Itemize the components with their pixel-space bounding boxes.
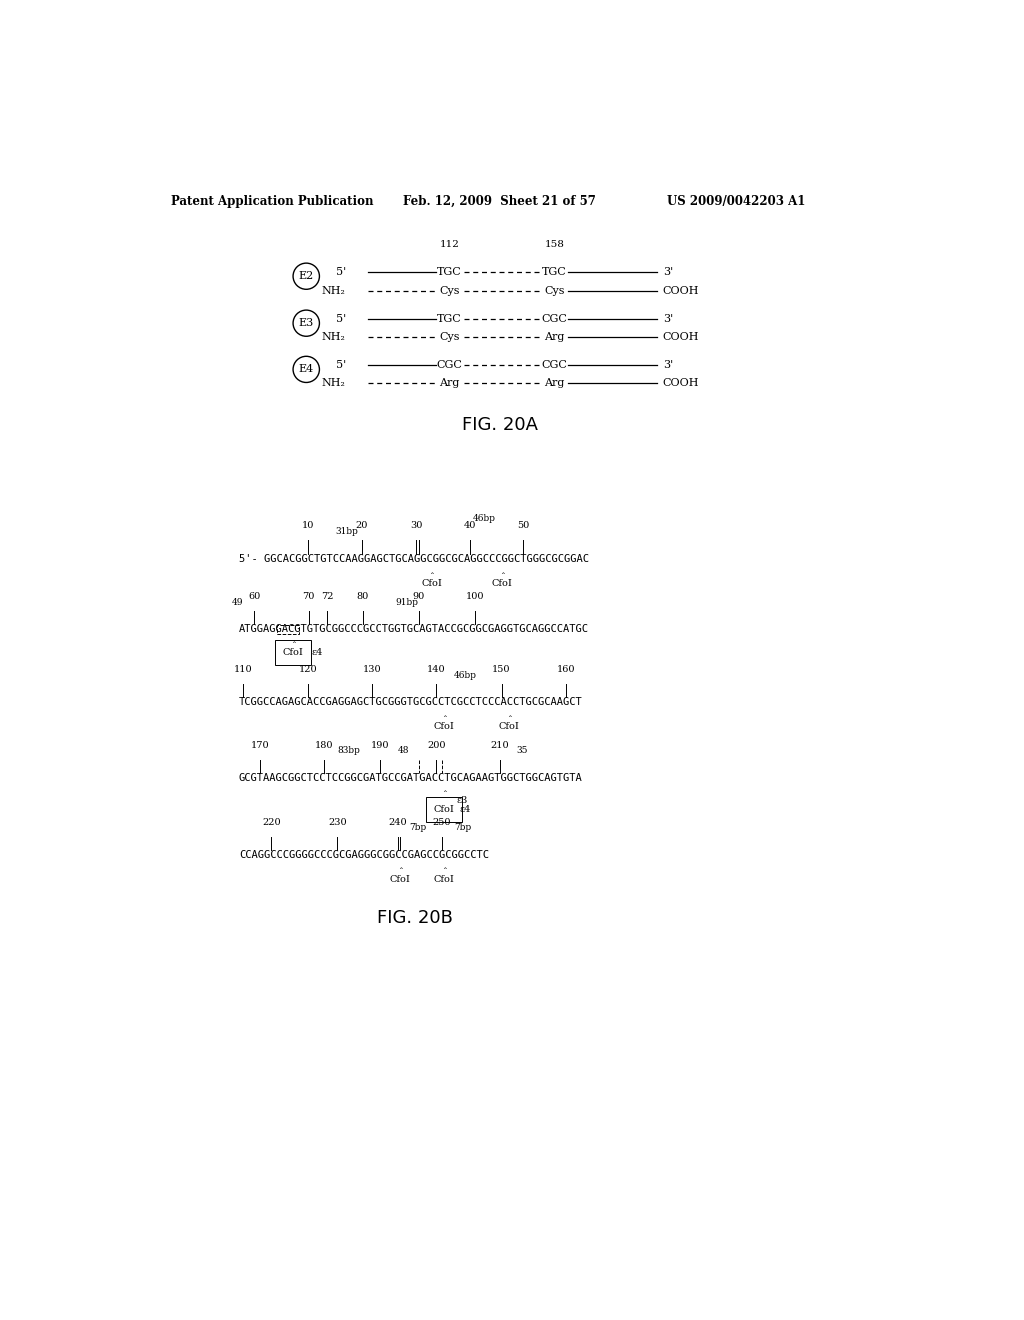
- Text: CfoI: CfoI: [499, 722, 520, 731]
- Text: 20: 20: [356, 521, 369, 531]
- Text: 190: 190: [371, 741, 389, 750]
- Text: Cys: Cys: [439, 286, 460, 296]
- Text: E2: E2: [299, 271, 314, 281]
- Text: 3': 3': [663, 268, 673, 277]
- Text: 100: 100: [466, 593, 484, 601]
- Text: 200: 200: [427, 741, 445, 750]
- Text: 5'- GGCACGGCTGTCCAAGGAGCTGCAGGCGGCGCAGGCCCGGCTGGGCGCGGAC: 5'- GGCACGGCTGTCCAAGGAGCTGCAGGCGGCGCAGGC…: [239, 554, 589, 564]
- Text: 7bp: 7bp: [455, 824, 471, 832]
- Text: 130: 130: [362, 665, 381, 675]
- Text: E3: E3: [299, 318, 314, 329]
- Text: CfoI: CfoI: [434, 805, 455, 814]
- Bar: [276, 626, 299, 635]
- Text: 7bp: 7bp: [410, 824, 426, 832]
- Text: 80: 80: [356, 593, 369, 601]
- Text: 230: 230: [328, 818, 346, 826]
- Text: 170: 170: [251, 741, 269, 750]
- Text: 91bp: 91bp: [395, 598, 419, 607]
- Text: 83bp: 83bp: [338, 746, 360, 755]
- Text: TCGGCCAGAGCACCGAGGAGCTGCGGGTGCGCCTCGCCTCCCACCTGCGCAAGCT: TCGGCCAGAGCACCGAGGAGCTGCGGGTGCGCCTCGCCTC…: [239, 697, 583, 708]
- Text: Cys: Cys: [439, 333, 460, 342]
- Text: CfoI: CfoI: [389, 875, 411, 883]
- Text: 110: 110: [233, 665, 252, 675]
- Text: 46bp: 46bp: [454, 671, 476, 680]
- Text: 5': 5': [336, 268, 346, 277]
- Text: FIG. 20B: FIG. 20B: [377, 909, 453, 927]
- Text: 120: 120: [298, 665, 317, 675]
- Text: COOH: COOH: [663, 379, 699, 388]
- Text: TGC: TGC: [437, 314, 462, 323]
- Text: 140: 140: [427, 665, 445, 675]
- Text: Arg: Arg: [544, 333, 564, 342]
- Text: 70: 70: [302, 593, 314, 601]
- Text: 30: 30: [411, 521, 423, 531]
- Text: Patent Application Publication: Patent Application Publication: [171, 194, 373, 207]
- Text: Arg: Arg: [544, 379, 564, 388]
- Text: GCGTAAGCGGCTCCTCCGGCGATGCCGATGACCTGCAGAAGTGGCTGGCAGTGTA: GCGTAAGCGGCTCCTCCGGCGATGCCGATGACCTGCAGAA…: [239, 774, 583, 783]
- Text: TGC: TGC: [542, 268, 566, 277]
- Text: FIG. 20A: FIG. 20A: [462, 416, 538, 434]
- Text: TGC: TGC: [437, 268, 462, 277]
- Text: 158: 158: [545, 240, 564, 249]
- Text: CGC: CGC: [542, 314, 567, 323]
- Text: 210: 210: [490, 741, 509, 750]
- Text: ˆ: ˆ: [441, 715, 446, 725]
- Text: 10: 10: [302, 521, 314, 531]
- Text: 240: 240: [388, 818, 407, 826]
- Text: 220: 220: [262, 818, 281, 826]
- Text: ˆ: ˆ: [441, 869, 446, 878]
- Text: ε3: ε3: [457, 796, 468, 805]
- Text: ˆ: ˆ: [507, 715, 512, 725]
- Text: CfoI: CfoI: [283, 648, 303, 657]
- Text: 48: 48: [397, 746, 409, 755]
- Text: CfoI: CfoI: [434, 875, 455, 883]
- Text: 90: 90: [413, 593, 425, 601]
- Text: NH₂: NH₂: [322, 333, 346, 342]
- Text: CGC: CGC: [436, 360, 463, 370]
- Text: ε4: ε4: [460, 805, 471, 814]
- Text: Cys: Cys: [544, 286, 564, 296]
- Text: NH₂: NH₂: [322, 286, 346, 296]
- Text: CCAGGCCCGGGGCCCGCGAGGGCGGCCGAGCCGCGGCCTC: CCAGGCCCGGGGCCCGCGAGGGCGGCCGAGCCGCGGCCTC: [239, 850, 488, 859]
- Text: 160: 160: [557, 665, 575, 675]
- Text: 46bp: 46bp: [473, 513, 496, 523]
- Text: E4: E4: [299, 364, 314, 375]
- Text: 31bp: 31bp: [336, 527, 358, 536]
- Text: ε4: ε4: [311, 648, 323, 657]
- Text: 180: 180: [314, 741, 334, 750]
- Text: CGC: CGC: [542, 360, 567, 370]
- Text: ˆ: ˆ: [291, 642, 296, 651]
- Text: US 2009/0042203 A1: US 2009/0042203 A1: [667, 194, 805, 207]
- Text: 3': 3': [663, 360, 673, 370]
- Text: 49: 49: [232, 598, 244, 607]
- Text: 50: 50: [517, 521, 529, 531]
- Text: Arg: Arg: [439, 379, 460, 388]
- Text: ˆ: ˆ: [429, 573, 434, 582]
- Text: 150: 150: [493, 665, 511, 675]
- Text: CfoI: CfoI: [421, 579, 442, 587]
- Text: NH₂: NH₂: [322, 379, 346, 388]
- Text: 5': 5': [336, 360, 346, 370]
- Text: ATGGAGGACGTGTGCGGCCCGCCTGGTGCAGTACCGCGGCGAGGTGCAGGCCATGC: ATGGAGGACGTGTGCGGCCCGCCTGGTGCAGTACCGCGGC…: [239, 624, 589, 634]
- Text: ˆ: ˆ: [500, 573, 505, 582]
- Text: COOH: COOH: [663, 333, 699, 342]
- Text: ˆ: ˆ: [397, 869, 402, 878]
- Text: 112: 112: [439, 240, 460, 249]
- Text: 60: 60: [248, 593, 260, 601]
- Text: CfoI: CfoI: [434, 722, 455, 731]
- Text: Feb. 12, 2009  Sheet 21 of 57: Feb. 12, 2009 Sheet 21 of 57: [403, 194, 596, 207]
- Text: 35: 35: [516, 746, 527, 755]
- Text: COOH: COOH: [663, 286, 699, 296]
- Text: CfoI: CfoI: [492, 579, 513, 587]
- Text: ˆ: ˆ: [441, 792, 446, 800]
- Text: 250: 250: [432, 818, 452, 826]
- Text: 5': 5': [336, 314, 346, 323]
- Text: 40: 40: [464, 521, 476, 531]
- Text: 72: 72: [321, 593, 334, 601]
- Text: 3': 3': [663, 314, 673, 323]
